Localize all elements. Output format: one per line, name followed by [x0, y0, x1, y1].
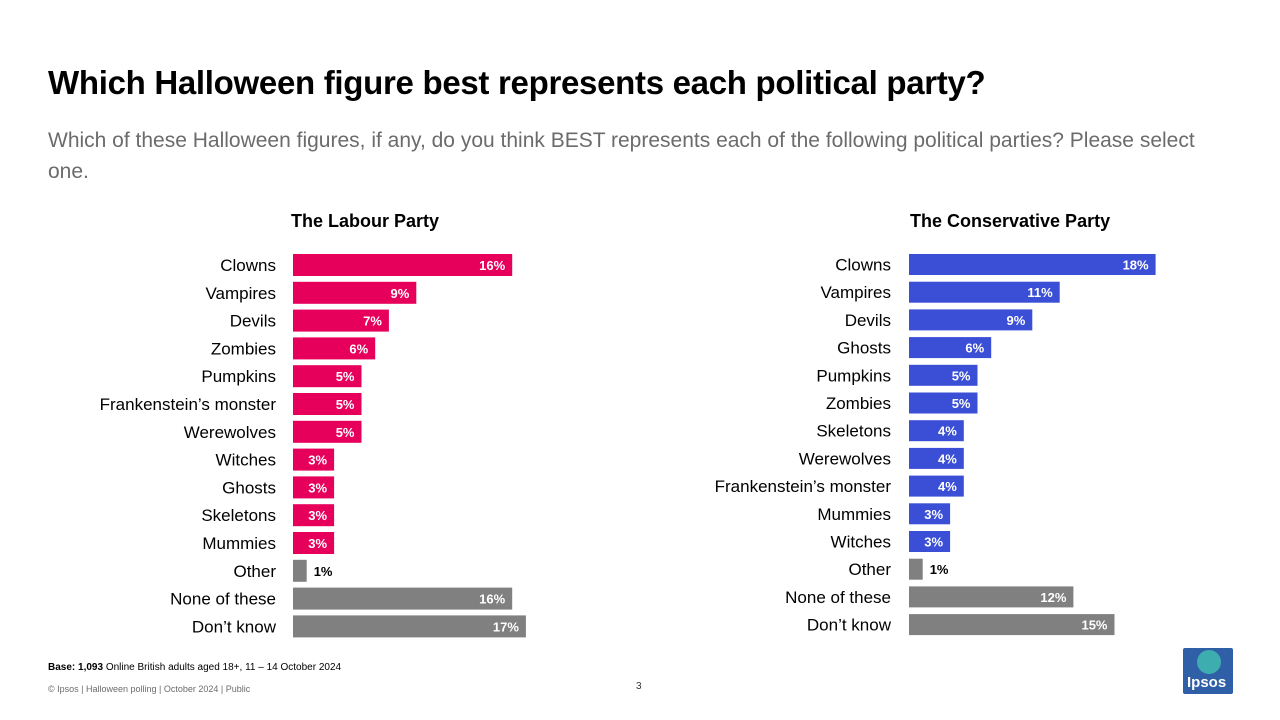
conservative-category-label-zombies: Zombies — [826, 394, 891, 413]
labour-category-label-skeletons: Skeletons — [201, 506, 276, 525]
conservative-category-label-vampires: Vampires — [820, 283, 891, 302]
labour-category-label-clowns: Clowns — [220, 256, 276, 275]
labour-bar-zombies — [293, 337, 376, 360]
labour-category-label-mummies: Mummies — [202, 534, 276, 553]
conservative-bar-other — [909, 558, 923, 580]
base-description: Online British adults aged 18+, 11 – 14 … — [103, 662, 342, 673]
logo-swirl-icon — [1197, 650, 1221, 674]
conservative-bar-dont-know — [909, 614, 1115, 636]
labour-value-label-pumpkins: 5% — [336, 369, 355, 384]
labour-value-label-witches: 3% — [308, 453, 327, 468]
conservative-bar-mummies — [909, 503, 951, 525]
conservative-bar-none-of-these — [909, 586, 1074, 608]
conservative-bar-pumpkins — [909, 364, 978, 386]
logo-text: Ipsos — [1187, 674, 1227, 691]
ipsos-logo: Ipsos — [1183, 648, 1233, 694]
labour-bar-frankensteins-monster — [293, 393, 362, 415]
conservative-value-label-werewolves: 4% — [938, 451, 957, 466]
conservative-category-label-werewolves: Werewolves — [799, 449, 891, 468]
labour-bar-ghosts — [293, 476, 335, 499]
conservative-bar-zombies — [909, 392, 978, 414]
labour-bar-dont-know — [293, 615, 526, 638]
conservative-bar-frankensteins-monster — [909, 475, 964, 497]
labour-bar-other — [293, 559, 307, 582]
labour-bar-chart: Clowns 16% Vampires 9% Devils 7% Zombies 6% Pump… — [100, 254, 526, 638]
conservative-value-label-clowns: 18% — [1123, 258, 1149, 273]
labour-category-label-werewolves: Werewolves — [184, 423, 276, 442]
conservative-category-label-dont-know: Don’t know — [807, 616, 892, 635]
conservative-value-label-skeletons: 4% — [938, 424, 957, 439]
page-subtitle: Which of these Halloween figures, if any… — [48, 129, 1195, 183]
conservative-value-label-zombies: 5% — [952, 396, 971, 411]
labour-category-label-pumpkins: Pumpkins — [201, 367, 276, 386]
labour-value-label-devils: 7% — [363, 314, 382, 329]
labour-category-label-dont-know: Don’t know — [192, 617, 277, 636]
conservative-bar-devils — [909, 309, 1033, 331]
labour-chart-title: The Labour Party — [291, 211, 440, 231]
base-bold: Base: 1,093 — [48, 662, 104, 673]
conservative-bar-skeletons — [909, 420, 964, 442]
labour-category-label-zombies: Zombies — [211, 339, 276, 358]
labour-value-label-mummies: 3% — [308, 536, 327, 551]
labour-category-label-devils: Devils — [230, 312, 276, 331]
labour-bar-mummies — [293, 532, 335, 554]
labour-value-label-other: 1% — [314, 564, 333, 579]
conservative-value-label-other: 1% — [930, 562, 949, 577]
labour-category-label-none-of-these: None of these — [170, 590, 276, 609]
footer-copyright: © Ipsos | Halloween polling | October 20… — [48, 684, 251, 694]
labour-value-label-skeletons: 3% — [308, 508, 327, 523]
labour-value-label-vampires: 9% — [391, 286, 410, 301]
conservative-value-label-frankensteins-monster: 4% — [938, 479, 957, 494]
conservative-value-label-mummies: 3% — [924, 507, 943, 522]
conservative-category-label-ghosts: Ghosts — [837, 339, 891, 358]
labour-bar-none-of-these — [293, 587, 513, 610]
conservative-value-label-none-of-these: 12% — [1040, 590, 1066, 605]
labour-value-label-frankensteins-monster: 5% — [336, 397, 355, 412]
conservative-value-label-vampires: 11% — [1027, 285, 1053, 300]
conservative-chart-title: The Conservative Party — [910, 211, 1111, 231]
conservative-category-label-mummies: Mummies — [817, 505, 891, 524]
labour-value-label-zombies: 6% — [349, 341, 368, 356]
conservative-category-label-frankensteins-monster: Frankenstein’s monster — [715, 477, 892, 496]
labour-value-label-clowns: 16% — [479, 258, 505, 273]
labour-value-label-werewolves: 5% — [336, 425, 355, 440]
conservative-value-label-dont-know: 15% — [1081, 618, 1107, 633]
conservative-bar-ghosts — [909, 337, 992, 359]
page-number: 3 — [636, 681, 642, 692]
base-note: Base: 1,093 Online British adults aged 1… — [48, 662, 341, 673]
labour-bar-clowns — [293, 254, 513, 276]
labour-value-label-ghosts: 3% — [308, 480, 327, 495]
conservative-value-label-witches: 3% — [924, 535, 943, 550]
conservative-category-label-other: Other — [848, 560, 891, 579]
conservative-value-label-pumpkins: 5% — [952, 368, 971, 383]
conservative-bar-chart: Clowns 18% Vampires 11% Devils 9% Ghosts 6% Pump… — [715, 254, 1156, 636]
conservative-category-label-witches: Witches — [831, 533, 891, 552]
conservative-bar-witches — [909, 531, 951, 552]
conservative-bar-clowns — [909, 254, 1156, 275]
labour-category-label-vampires: Vampires — [205, 284, 276, 303]
conservative-category-label-pumpkins: Pumpkins — [816, 366, 891, 385]
conservative-value-label-ghosts: 6% — [965, 341, 984, 356]
conservative-category-label-devils: Devils — [845, 311, 891, 330]
labour-category-label-other: Other — [233, 562, 276, 581]
labour-bar-pumpkins — [293, 365, 362, 388]
labour-value-label-none-of-these: 16% — [479, 592, 505, 607]
conservative-value-label-devils: 9% — [1007, 313, 1026, 328]
labour-value-label-dont-know: 17% — [493, 619, 519, 634]
conservative-category-label-clowns: Clowns — [835, 256, 891, 275]
conservative-bar-werewolves — [909, 447, 964, 469]
labour-bar-witches — [293, 448, 335, 471]
conservative-bar-vampires — [909, 281, 1060, 303]
labour-category-label-frankensteins-monster: Frankenstein’s monster — [100, 395, 277, 414]
conservative-category-label-none-of-these: None of these — [785, 588, 891, 607]
conservative-category-label-skeletons: Skeletons — [816, 422, 891, 441]
labour-bar-skeletons — [293, 504, 335, 527]
labour-category-label-witches: Witches — [216, 451, 276, 470]
labour-bar-vampires — [293, 281, 417, 304]
labour-bar-devils — [293, 309, 389, 332]
labour-bar-werewolves — [293, 420, 362, 443]
labour-category-label-ghosts: Ghosts — [222, 478, 276, 497]
page-title: Which Halloween figure best represents e… — [48, 64, 986, 101]
